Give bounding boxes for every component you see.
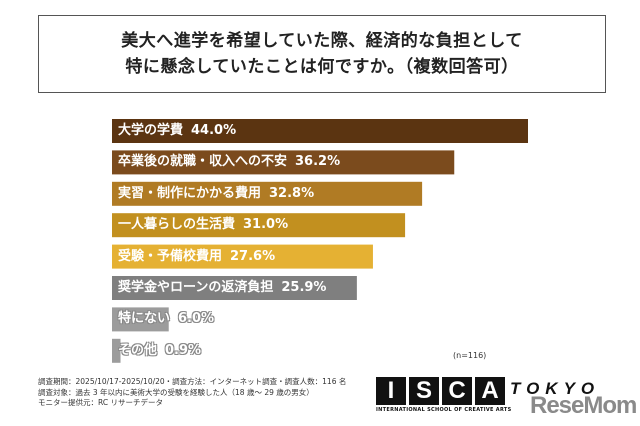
bar-label: 実習・制作にかかる費用 32.8% bbox=[118, 182, 314, 206]
isca-logo: I S C A bbox=[376, 377, 505, 405]
value-label: 32.8% bbox=[269, 185, 315, 201]
bar bbox=[112, 119, 528, 143]
bar-label: 奨学金やローンの返済負担 25.9% bbox=[118, 276, 326, 300]
logo-letter: I bbox=[376, 377, 406, 405]
value-label: 0.9% bbox=[165, 342, 202, 358]
bar bbox=[112, 307, 169, 332]
chart-title: 美大へ進学を希望していた際、経済的な負担として 特に懸念していたことは何ですか。… bbox=[38, 15, 606, 93]
logo-letter: S bbox=[409, 377, 439, 405]
category-label: その他 bbox=[118, 342, 158, 358]
category-label: 大学の学費 bbox=[118, 123, 184, 138]
survey-footer: 調査期間：2025/10/17-2025/10/20・調査方法：インターネット調… bbox=[38, 377, 346, 409]
category-label: 奨学金やローンの返済負担 bbox=[118, 280, 274, 295]
bar-label: その他 0.9% bbox=[118, 339, 201, 363]
logo-letter: C bbox=[442, 377, 472, 405]
category-label: 実習・制作にかかる費用 bbox=[118, 185, 262, 201]
logo-letter: A bbox=[475, 377, 505, 405]
value-label: 27.6% bbox=[230, 248, 276, 264]
bar-label: 一人暮らしの生活費 31.0% bbox=[118, 213, 288, 237]
bar bbox=[112, 150, 455, 175]
footer-line: 調査対象：過去 3 年以内に美術大学の受験を経験した人（18 歳〜 29 歳の男… bbox=[38, 387, 314, 397]
value-label: 31.0% bbox=[243, 217, 289, 233]
resemom-watermark: ReseMom bbox=[530, 392, 637, 419]
bar-label: 受験・予備校費用 27.6% bbox=[118, 245, 275, 269]
sample-size-note: (n=116) bbox=[453, 351, 487, 360]
title-line-1: 美大へ進学を希望していた際、経済的な負担として bbox=[121, 31, 523, 51]
category-label: 受験・予備校費用 bbox=[118, 248, 223, 264]
bar-label: 大学の学費 44.0% bbox=[118, 119, 236, 143]
footer-line: モニター提供元：RC リサーチデータ bbox=[38, 398, 163, 407]
bar bbox=[112, 244, 373, 269]
logo-tokyo: TOKYO bbox=[510, 379, 601, 398]
value-label: 36.2% bbox=[295, 154, 341, 170]
value-label: 44.0% bbox=[191, 123, 237, 138]
bar-label: 特にない 6.0% bbox=[118, 307, 214, 331]
bar bbox=[112, 338, 121, 363]
category-label: 一人暮らしの生活費 bbox=[118, 217, 236, 233]
value-label: 6.0% bbox=[178, 311, 215, 327]
bar bbox=[112, 213, 406, 238]
bar bbox=[112, 276, 357, 300]
category-label: 特にない bbox=[118, 311, 171, 327]
value-label: 25.9% bbox=[281, 280, 327, 295]
bar-label: 卒業後の就職・収入への不安 36.2% bbox=[118, 150, 340, 174]
category-label: 卒業後の就職・収入への不安 bbox=[118, 154, 288, 170]
title-line-2: 特に懸念していたことは何ですか。（複数回答可） bbox=[125, 57, 519, 77]
footer-line: 調査期間：2025/10/17-2025/10/20・調査方法：インターネット調… bbox=[38, 377, 347, 386]
logo-subtitle: INTERNATIONAL SCHOOL OF CREATIVE ARTS bbox=[376, 407, 512, 413]
bar bbox=[112, 181, 423, 206]
